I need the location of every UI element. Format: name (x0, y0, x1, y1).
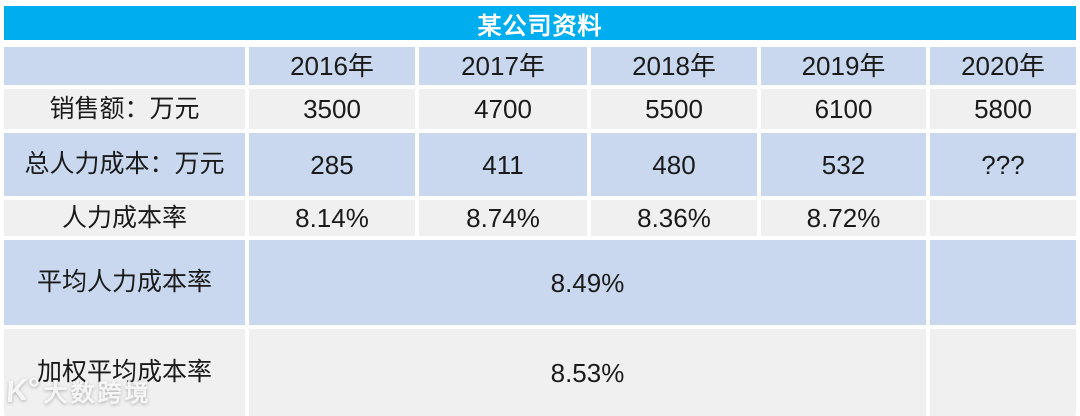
table-row-cost-rate: 人力成本率 8.14% 8.74% 8.36% 8.72% (4, 200, 1076, 236)
cost-rate-2018: 8.36% (591, 200, 757, 236)
year-header-2016: 2016年 (249, 47, 415, 85)
cost-rate-2020-empty (930, 200, 1076, 236)
weighted-average-rate-2020-empty (930, 329, 1076, 416)
labor-cost-2020: ??? (930, 133, 1076, 196)
table-title: 某公司资料 (477, 12, 603, 40)
year-header-2020: 2020年 (930, 47, 1076, 85)
cost-rate-2019: 8.72% (761, 200, 926, 236)
header-row: 2016年 2017年 2018年 2019年 2020年 (4, 47, 1076, 85)
row-label-weighted-average-rate: 加权平均成本率 (4, 329, 245, 416)
labor-cost-2019: 532 (761, 133, 926, 196)
header-empty-cell (4, 47, 245, 85)
table-row-sales: 销售额：万元 3500 4700 5500 6100 5800 (4, 89, 1076, 129)
year-header-2018: 2018年 (591, 47, 757, 85)
table-row-labor-cost: 总人力成本：万元 285 411 480 532 ??? (4, 133, 1076, 196)
cost-rate-2016: 8.14% (249, 200, 415, 236)
labor-cost-2016: 285 (249, 133, 415, 196)
labor-cost-2018: 480 (591, 133, 757, 196)
table-row-average-rate: 平均人力成本率 8.49% (4, 240, 1076, 325)
sales-2020: 5800 (930, 89, 1076, 129)
labor-cost-2017: 411 (419, 133, 587, 196)
sales-2018: 5500 (591, 89, 757, 129)
row-label-labor-cost: 总人力成本：万元 (4, 133, 245, 196)
sales-2019: 6100 (761, 89, 926, 129)
cost-rate-2017: 8.74% (419, 200, 587, 236)
year-header-2019: 2019年 (761, 47, 926, 85)
average-rate-merged-cell: 8.49% (249, 240, 926, 325)
average-rate-2020-empty (930, 240, 1076, 325)
year-header-2017: 2017年 (419, 47, 587, 85)
data-table: 2016年 2017年 2018年 2019年 2020年 销售额：万元 350… (0, 47, 1080, 416)
weighted-average-rate-merged-cell: 8.53% (249, 329, 926, 416)
table-title-bar: 某公司资料 (4, 6, 1076, 40)
sales-2017: 4700 (419, 89, 587, 129)
row-label-cost-rate: 人力成本率 (4, 200, 245, 236)
table-row-weighted-average-rate: 加权平均成本率 8.53% (4, 329, 1076, 416)
row-label-average-rate: 平均人力成本率 (4, 240, 245, 325)
row-label-sales: 销售额：万元 (4, 89, 245, 129)
sales-2016: 3500 (249, 89, 415, 129)
